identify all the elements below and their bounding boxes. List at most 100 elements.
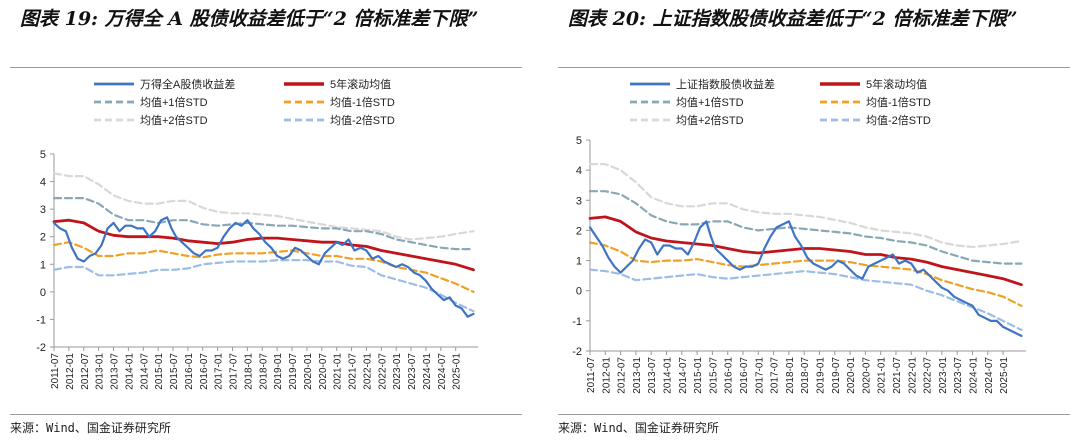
x-tick-label: 2022-01 xyxy=(907,357,918,394)
y-tick-label: 2 xyxy=(40,232,46,244)
series-4-line xyxy=(52,172,475,241)
x-tick-label: 2017-01 xyxy=(214,353,225,390)
x-tick-label: 2021-07 xyxy=(348,353,359,390)
legend-label: 均值-1倍STD xyxy=(330,95,395,109)
series-5-line xyxy=(588,268,1023,331)
y-tick-label: 3 xyxy=(40,204,46,216)
x-tick-label: 2012-07 xyxy=(617,357,628,394)
legend-item: 均值+2倍STD xyxy=(94,113,208,127)
x-tick-label: 2012-01 xyxy=(65,353,76,390)
legend-item: 均值+1倍STD xyxy=(94,95,208,109)
x-tick-label: 2017-07 xyxy=(770,357,781,394)
bottom-divider xyxy=(558,414,1070,415)
legend-label: 均值-2倍STD xyxy=(866,113,931,127)
x-tick-label: 2016-01 xyxy=(724,357,735,394)
legend-label: 上证指数股债收益差 xyxy=(676,77,775,91)
x-tick-label: 2019-01 xyxy=(273,353,284,390)
y-tick-label: -1 xyxy=(572,316,582,328)
legend-label: 均值+1倍STD xyxy=(676,95,744,109)
x-tick-label: 2014-07 xyxy=(678,357,689,394)
x-tick-label: 2012-07 xyxy=(80,353,91,390)
x-tick-label: 2022-07 xyxy=(377,353,388,390)
series-0-line xyxy=(52,216,475,318)
y-tick-label: -2 xyxy=(572,346,582,358)
source-note: 来源：Wind、国金证券研究所 xyxy=(10,421,171,435)
legend-item: 5年滚动均值 xyxy=(820,77,927,91)
legend-item: 均值-2倍STD xyxy=(284,113,395,127)
series-1-line xyxy=(588,215,1023,287)
series-2-line xyxy=(588,190,1023,265)
x-tick-label: 2015-01 xyxy=(693,357,704,394)
x-tick-label: 2018-07 xyxy=(258,353,269,390)
legend-item: 万得全A股债收益差 xyxy=(94,77,235,91)
x-tick-label: 2016-01 xyxy=(184,353,195,390)
x-tick-label: 2013-07 xyxy=(110,353,121,390)
x-tick-label: 2020-07 xyxy=(861,357,872,394)
source-note: 来源：Wind、国金证券研究所 xyxy=(558,421,719,435)
x-tick-label: 2015-07 xyxy=(708,357,719,394)
x-tick-label: 2017-01 xyxy=(754,357,765,394)
y-tick-label: 1 xyxy=(576,256,582,268)
series-4-line xyxy=(588,163,1023,249)
legend-label: 均值+2倍STD xyxy=(140,113,208,127)
chart-panel-right: 图表 20: 上证指数股债收益差低于“2 倍标准差下限” 上证指数股债收益差 5年… xyxy=(548,0,1078,441)
x-tick-label: 2020-01 xyxy=(303,353,314,390)
x-tick-label: 2024-01 xyxy=(422,353,433,390)
x-tick-label: 2024-01 xyxy=(968,357,979,394)
x-tick-label: 2017-07 xyxy=(229,353,240,390)
top-divider xyxy=(558,67,1070,68)
legend-label: 均值+2倍STD xyxy=(676,113,744,127)
legend-label: 均值-1倍STD xyxy=(866,95,931,109)
y-tick-label: 1 xyxy=(40,259,46,271)
x-tick-label: 2025-01 xyxy=(999,357,1010,394)
x-tick-label: 2018-01 xyxy=(243,353,254,390)
y-tick-label: 4 xyxy=(576,165,582,177)
series-3-line xyxy=(52,241,475,293)
y-tick-label: 0 xyxy=(40,287,46,299)
x-tick-label: 2015-07 xyxy=(169,353,180,390)
y-tick-label: 5 xyxy=(40,149,46,161)
x-tick-label: 2014-01 xyxy=(662,357,673,394)
x-tick-label: 2014-01 xyxy=(124,353,135,390)
x-tick-label: 2023-07 xyxy=(407,353,418,390)
x-tick-label: 2021-01 xyxy=(333,353,344,390)
bottom-divider xyxy=(10,414,522,415)
y-tick-label: 2 xyxy=(576,225,582,237)
x-tick-label: 2011-07 xyxy=(50,353,61,389)
series-2-line xyxy=(52,197,475,251)
y-tick-label: 0 xyxy=(576,286,582,298)
x-tick-label: 2016-07 xyxy=(739,357,750,394)
x-tick-label: 2023-07 xyxy=(953,357,964,394)
y-tick-label: -1 xyxy=(36,314,46,326)
legend-label: 5年滚动均值 xyxy=(330,77,391,91)
legend-item: 上证指数股债收益差 xyxy=(630,77,775,91)
y-tick-label: 5 xyxy=(576,135,582,147)
x-tick-label: 2018-01 xyxy=(785,357,796,394)
series-0-line xyxy=(588,220,1023,337)
legend-item: 均值+1倍STD xyxy=(630,95,744,109)
x-tick-label: 2019-07 xyxy=(288,353,299,390)
legend-item: 均值-1倍STD xyxy=(820,95,931,109)
x-tick-label: 2020-01 xyxy=(846,357,857,394)
x-tick-label: 2016-07 xyxy=(199,353,210,390)
chart-panel-left: 图表 19: 万得全 A 股债收益差低于“2 倍标准差下限” 万得全A股债收益差… xyxy=(0,0,530,441)
x-tick-label: 2014-07 xyxy=(139,353,150,390)
legend-label: 均值+1倍STD xyxy=(140,95,208,109)
legend-item: 5年滚动均值 xyxy=(284,77,391,91)
legend-label: 5年滚动均值 xyxy=(866,77,927,91)
x-tick-label: 2024-07 xyxy=(984,357,995,394)
y-tick-label: 3 xyxy=(576,195,582,207)
x-tick-label: 2011-07 xyxy=(586,357,597,393)
legend-item: 均值+2倍STD xyxy=(630,113,744,127)
x-tick-label: 2013-01 xyxy=(632,357,643,394)
chart-title: 图表 19: 万得全 A 股债收益差低于“2 倍标准差下限” xyxy=(20,8,479,30)
legend-item: 均值-1倍STD xyxy=(284,95,395,109)
x-tick-label: 2023-01 xyxy=(392,353,403,390)
x-tick-label: 2019-07 xyxy=(831,357,842,394)
x-tick-label: 2023-01 xyxy=(938,357,949,394)
series-5-line xyxy=(52,259,475,313)
x-tick-label: 2015-01 xyxy=(154,353,165,390)
y-tick-label: 4 xyxy=(40,177,46,189)
x-tick-label: 2013-07 xyxy=(647,357,658,394)
top-divider xyxy=(10,67,522,68)
